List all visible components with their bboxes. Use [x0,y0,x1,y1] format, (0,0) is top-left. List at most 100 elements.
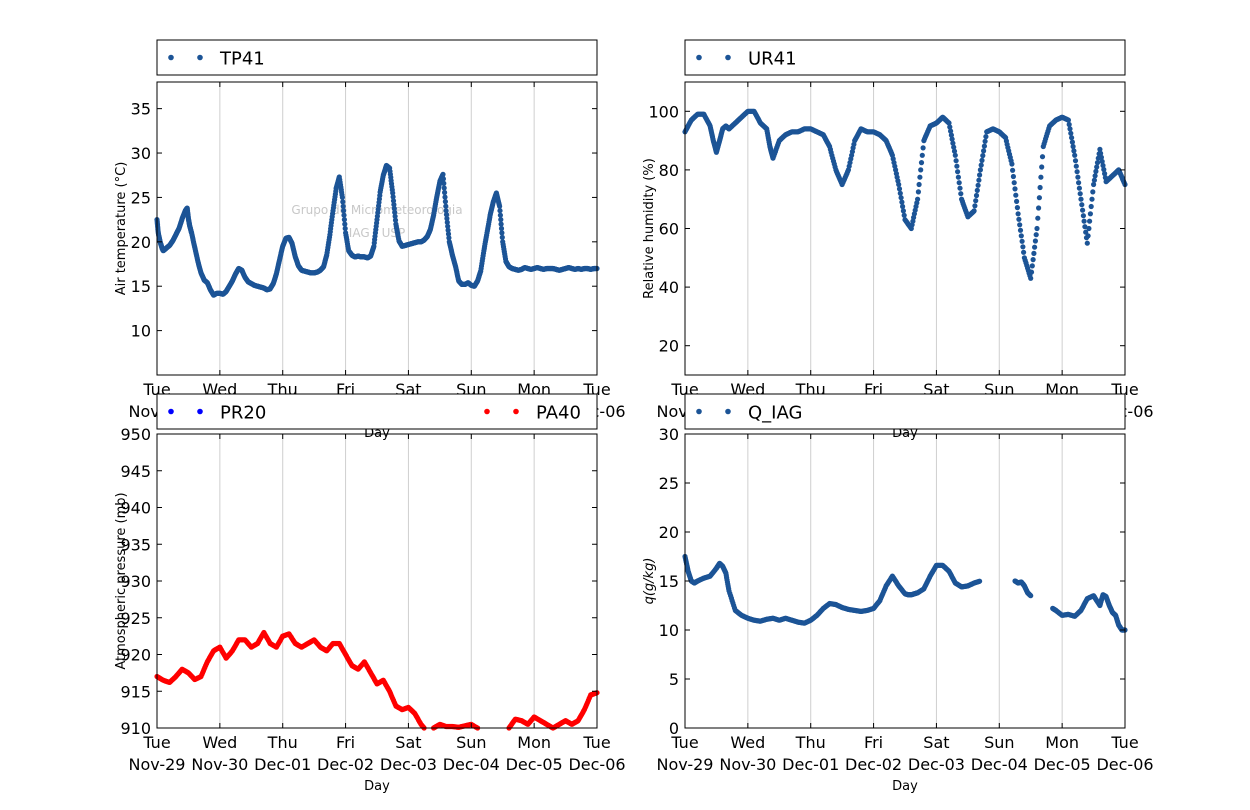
legend-marker [696,54,702,61]
y-axis-label: Atmospheric pressure (mb) [114,492,129,669]
data-point [1072,152,1078,158]
legend-marker [696,408,702,415]
x-tick-label-day: Mon [517,733,551,752]
axes-frame [684,81,1126,376]
x-axis-label: Day [364,779,390,794]
legend-marker [513,408,519,415]
data-point [342,221,348,227]
data-point [1101,166,1107,173]
data-point [1066,121,1072,128]
data-point [1098,154,1104,160]
data-point [947,124,953,130]
data-point [1034,225,1040,232]
data-point [1010,167,1016,173]
legend-marker [484,408,490,415]
data-point [339,194,345,200]
data-point [1011,180,1017,186]
panel-pressure: 910 915 920 925 930 935 940 945 950 Tue Nov-29 Wed N… [114,393,626,794]
data-point [1079,202,1085,208]
data-point [954,163,960,169]
data-point [951,148,958,154]
data-point [444,219,450,225]
data-point [1028,275,1034,281]
x-tick-label-date: Dec-06 [568,755,625,774]
data-point [391,202,397,208]
data-point [1084,240,1090,246]
data-point [1076,180,1082,186]
data-point [445,223,451,229]
data-point [918,160,925,166]
y-tick-label: 5 [669,670,679,689]
data-point [1039,154,1046,160]
y-tick-label: 30 [131,144,151,163]
x-tick-label-date: Nov-29 [129,755,186,774]
x-tick-label-date: Dec-05 [506,755,563,774]
y-tick-label: 945 [120,462,151,481]
data-point [956,180,962,186]
data-point [1031,250,1037,256]
data-point [917,174,923,180]
data-point [341,217,347,223]
legend-label: PR20 [220,403,266,424]
data-point [1094,164,1100,170]
data-point [1069,135,1075,141]
x-tick-label-day: Sat [923,733,949,752]
data-point [1077,191,1083,197]
data-point [1085,233,1091,239]
data-point [441,185,447,191]
data-point [948,128,954,134]
data-point [1012,186,1018,192]
legend-label: TP41 [219,49,265,70]
data-point [1093,168,1099,174]
data-point [975,182,981,188]
data-point [957,185,963,191]
data-point [1032,244,1038,250]
data-point [1080,213,1086,219]
panel-q_iag: 0 5 10 15 20 25 30 Tue Nov-29 Wed Nov-30 Thu Dec-01 F… [642,393,1154,794]
x-tick-label-date: Dec-01 [254,755,311,774]
data-point [1009,161,1015,167]
data-point [444,215,450,222]
data-point [498,221,504,227]
y-tick-label: 15 [659,572,679,591]
y-tick-label: 100 [648,102,679,121]
y-tick-label: 910 [120,719,151,738]
y-tick-label: 40 [659,278,679,297]
data-point [1014,205,1021,211]
data-point [1020,244,1026,250]
y-tick-label: 920 [120,646,151,665]
x-tick-label-day: Sun [456,733,486,752]
x-tick-label-day: Tue [670,733,698,752]
data-point [920,145,926,151]
data-point [1074,169,1080,175]
x-tick-label-date: Dec-06 [1096,755,1153,774]
x-tick-label-date: Nov-30 [719,755,776,774]
data-point [440,176,446,182]
panel-ur41: 20406080100TueNov-29WedNov-30ThuDec-01Fr… [642,39,1154,441]
y-tick-label: 80 [659,161,679,180]
x-tick-label-day: Sun [984,733,1014,752]
legend-box [684,393,1126,430]
legend-marker [725,54,731,61]
data-point [1078,196,1084,202]
data-point [918,167,924,173]
y-tick-label: 10 [131,322,151,341]
data-point [899,199,905,205]
data-point [1091,177,1097,183]
x-tick-label-day: Tue [582,733,610,752]
data-point [983,134,989,140]
data-point [1036,195,1042,201]
data-point [1072,158,1079,164]
data-point [497,203,503,209]
data-point [1076,185,1082,191]
x-axis-label: Day [892,779,918,794]
data-point [901,212,907,218]
data-point [916,181,922,188]
data-point [340,199,346,205]
legend-box [684,39,1126,76]
data-point [1098,150,1104,156]
y-tick-label: 20 [131,233,151,252]
legend-label: PA40 [536,403,581,424]
